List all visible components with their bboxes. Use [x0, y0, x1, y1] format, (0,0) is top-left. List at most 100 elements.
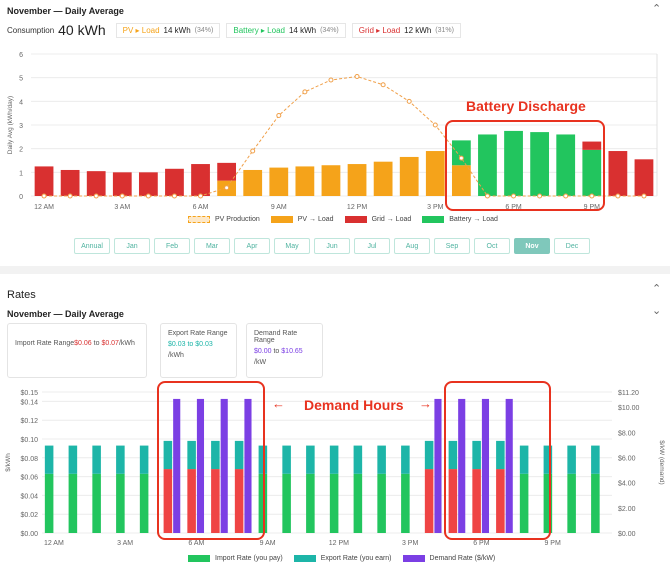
pv-production-point — [171, 193, 177, 199]
demand-rate-label: Demand Rate Range — [254, 330, 298, 344]
pv-production-point — [67, 193, 73, 199]
month-button-oct[interactable]: Oct — [474, 238, 510, 254]
bar-pv — [451, 165, 471, 196]
bar-import-rate — [353, 473, 363, 533]
pv-production-point — [250, 148, 256, 154]
import-rate-low: $0.06 — [74, 340, 92, 347]
bar-export-rate — [329, 445, 339, 474]
import-rate-to: to — [93, 340, 100, 347]
pv-production-point — [119, 193, 125, 199]
month-button-feb[interactable]: Feb — [154, 238, 190, 254]
x-tick-label: 9 AM — [271, 204, 287, 211]
y2-tick-label: $4.00 — [618, 481, 636, 488]
y2-tick-label: $8.00 — [618, 430, 636, 437]
bar-pv — [269, 167, 289, 196]
rates-legend: Import Rate (you pay) Export Rate (you e… — [188, 555, 495, 562]
bar-import-rate — [472, 469, 481, 533]
y-tick-label: 1 — [19, 170, 23, 177]
y-tick-label: 6 — [19, 52, 23, 59]
x-tick-label: 6 PM — [473, 540, 490, 547]
export-rate-card: Export Rate Range $0.03 to $0.03 /kWh — [160, 323, 237, 378]
bar-battery — [478, 134, 497, 196]
pv-production-point — [41, 193, 47, 199]
y-tick-label: $0.04 — [20, 493, 38, 500]
bar-pv — [373, 161, 393, 196]
bar-import-rate — [543, 473, 553, 533]
demand-rate-unit: /kW — [254, 359, 267, 366]
bar-import-rate — [306, 473, 315, 533]
month-button-nov[interactable]: Nov — [514, 238, 550, 254]
bar-demand-rate — [505, 398, 513, 533]
bar-export-rate — [282, 445, 291, 474]
month-button-may[interactable]: May — [274, 238, 310, 254]
pv-production-point — [328, 77, 334, 83]
x-tick-label: 9 PM — [544, 540, 561, 547]
pv-production-point — [537, 193, 543, 199]
bar-grid — [191, 164, 210, 196]
bar-export-rate — [424, 440, 434, 470]
consumption-label: Consumption — [7, 25, 55, 35]
bar-grid — [86, 171, 106, 196]
breakdown-pv: PV ▸ Load 14 kWh (34%) — [115, 22, 221, 38]
pv-production-point — [302, 89, 308, 95]
month-button-dec[interactable]: Dec — [554, 238, 590, 254]
bar-import-rate — [377, 473, 386, 533]
bar-pv — [321, 165, 341, 196]
bar-import-rate — [116, 473, 125, 533]
x-tick-label: 9 PM — [584, 204, 601, 211]
energy-chart: 0 1 2 3 4 5 6 Daily Avg (kWh/day) 12 AM 3 AM 6 AM 9… — [7, 52, 658, 211]
pv-production-point — [563, 193, 569, 199]
bar-import-rate — [282, 473, 291, 533]
y-tick-label: 5 — [19, 76, 23, 83]
legend-battery-load: Battery → Load — [449, 216, 498, 223]
bar-import-rate — [92, 473, 101, 533]
demand-rate-to: to — [273, 348, 280, 355]
bar-export-rate — [543, 445, 553, 474]
pv-production-point — [93, 193, 99, 199]
bar-export-rate — [139, 445, 149, 474]
rates-chart: $0.00 $0.02 $0.04 $0.06 $0.08 $0.10 $0.12 $0.14… — [5, 390, 665, 547]
legend-demand: Demand Rate ($/kW) — [429, 555, 496, 562]
bar-import-rate — [44, 473, 54, 533]
bar-import-rate — [401, 473, 410, 533]
arrow-right-icon: → — [419, 396, 432, 411]
month-button-apr[interactable]: Apr — [234, 238, 270, 254]
arrow-left-icon: ← — [272, 396, 285, 411]
bar-demand-rate — [458, 398, 466, 533]
month-button-sep[interactable]: Sep — [434, 238, 470, 254]
bar-export-rate — [92, 445, 101, 474]
chevron-down-icon[interactable]: ⌄ — [652, 305, 662, 317]
month-button-annual[interactable]: Annual — [74, 238, 110, 254]
y2-tick-label: $11.20 — [618, 390, 639, 397]
month-button-jun[interactable]: Jun — [314, 238, 350, 254]
pv-production-point — [276, 113, 282, 119]
bar-grid — [217, 162, 237, 181]
legend-swatch-export — [293, 555, 316, 562]
legend-swatch-demand — [402, 555, 425, 562]
month-button-jul[interactable]: Jul — [354, 238, 390, 254]
bar-import-rate — [591, 473, 600, 533]
bar-demand-rate — [220, 398, 228, 533]
bar-export-rate — [448, 440, 458, 470]
month-selector: Annual Jan Feb Mar Apr May Jun Jul Aug Sep Oct Nov D… — [74, 238, 590, 254]
bar-export-rate — [116, 445, 125, 474]
bar-battery — [504, 130, 523, 196]
bar-import-rate — [163, 469, 173, 533]
pv-production-line — [44, 75, 644, 197]
demand-hours-highlight-evening — [444, 381, 551, 540]
pv-production-point — [458, 155, 464, 161]
chevron-up-icon-rates[interactable]: ⌃ — [652, 283, 662, 295]
breakdown-grid: Grid ▸ Load 12 kWh (31%) — [351, 22, 461, 38]
chevron-up-icon[interactable]: ⌃ — [652, 3, 662, 15]
pv-production-point — [354, 73, 360, 79]
energy-legend: PV Production PV → Load Grid → Load Batt… — [188, 216, 498, 223]
month-button-aug[interactable]: Aug — [394, 238, 430, 254]
x-tick-label: 3 PM — [427, 204, 444, 211]
import-rate-unit: /kWh — [118, 340, 135, 347]
month-button-jan[interactable]: Jan — [114, 238, 150, 254]
bar-demand-rate — [244, 398, 252, 533]
month-button-mar[interactable]: Mar — [194, 238, 230, 254]
y-tick-label: 2 — [19, 147, 23, 154]
legend-export: Export Rate (you earn) — [320, 555, 392, 562]
bar-import-rate — [139, 473, 149, 533]
